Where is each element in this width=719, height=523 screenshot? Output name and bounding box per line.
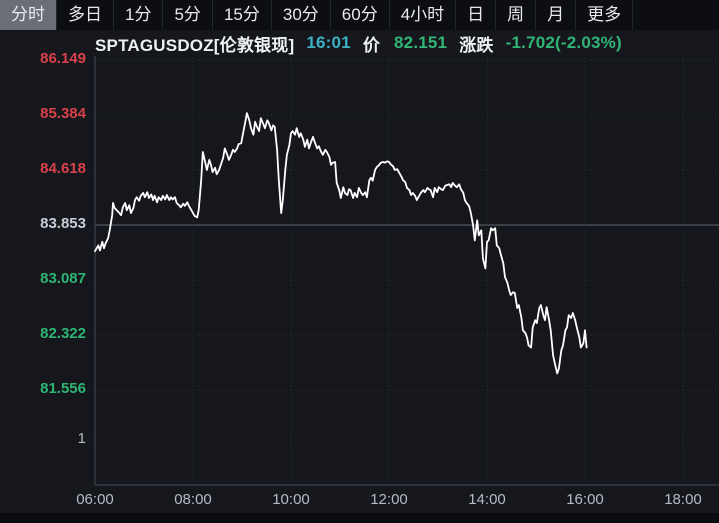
timeframe-tab-60分[interactable]: 60分 <box>331 0 390 30</box>
y-axis-label: 83.087 <box>40 270 86 288</box>
y-axis-label: 82.322 <box>40 325 86 343</box>
change-value: -1.702(-2.03%) <box>505 33 622 52</box>
timeframe-tab-分时[interactable]: 分时 <box>0 0 57 30</box>
x-axis-label: 06:00 <box>76 491 114 508</box>
timeframe-tab-30分[interactable]: 30分 <box>272 0 331 30</box>
x-axis-label: 16:00 <box>566 491 604 508</box>
ticker-header: SPTAGUSDOZ[伦敦银现] 16:01 价 82.151 涨跌 -1.70… <box>95 31 622 55</box>
timeframe-tabbar: 分时 多日 1分 5分 15分 30分 60分 4小时日周月更多 <box>0 0 719 30</box>
timeframe-tab-日[interactable]: 日 <box>456 0 497 30</box>
bottom-edge-bar <box>0 513 719 523</box>
volume-axis-label: 1 <box>77 430 86 447</box>
timeframe-tab-月[interactable]: 月 <box>536 0 577 30</box>
timeframe-tab-5分[interactable]: 5分 <box>163 0 213 30</box>
x-axis-label: 18:00 <box>664 491 702 508</box>
y-axis-label: 81.556 <box>40 380 86 398</box>
gridlines <box>94 56 719 486</box>
y-axis-label: 86.149 <box>40 50 86 67</box>
x-axis-label: 12:00 <box>370 491 408 508</box>
timeframe-tab-周[interactable]: 周 <box>496 0 537 30</box>
y-axis-label: 84.618 <box>40 160 86 178</box>
change-label: 涨跌 <box>459 35 494 55</box>
x-axis-label: 10:00 <box>272 491 310 508</box>
quote-time: 16:01 <box>306 33 351 52</box>
x-axis-label: 14:00 <box>468 491 506 508</box>
timeframe-tab-4小时[interactable]: 4小时 <box>390 0 457 30</box>
timeframe-tab-1分[interactable]: 1分 <box>114 0 164 30</box>
symbol-name: SPTAGUSDOZ[伦敦银现] <box>95 35 295 55</box>
y-axis-label: 85.384 <box>40 105 86 122</box>
price-label: 价 <box>362 35 381 55</box>
last-price: 82.151 <box>394 33 448 52</box>
timeframe-tab-更多[interactable]: 更多 <box>576 0 634 30</box>
timeframe-tab-15分[interactable]: 15分 <box>213 0 272 30</box>
price-line <box>94 112 588 375</box>
x-axis-label: 08:00 <box>174 491 212 508</box>
y-axis-label: 83.853 <box>40 215 86 233</box>
timeframe-tab-多日[interactable]: 多日 <box>57 0 114 30</box>
